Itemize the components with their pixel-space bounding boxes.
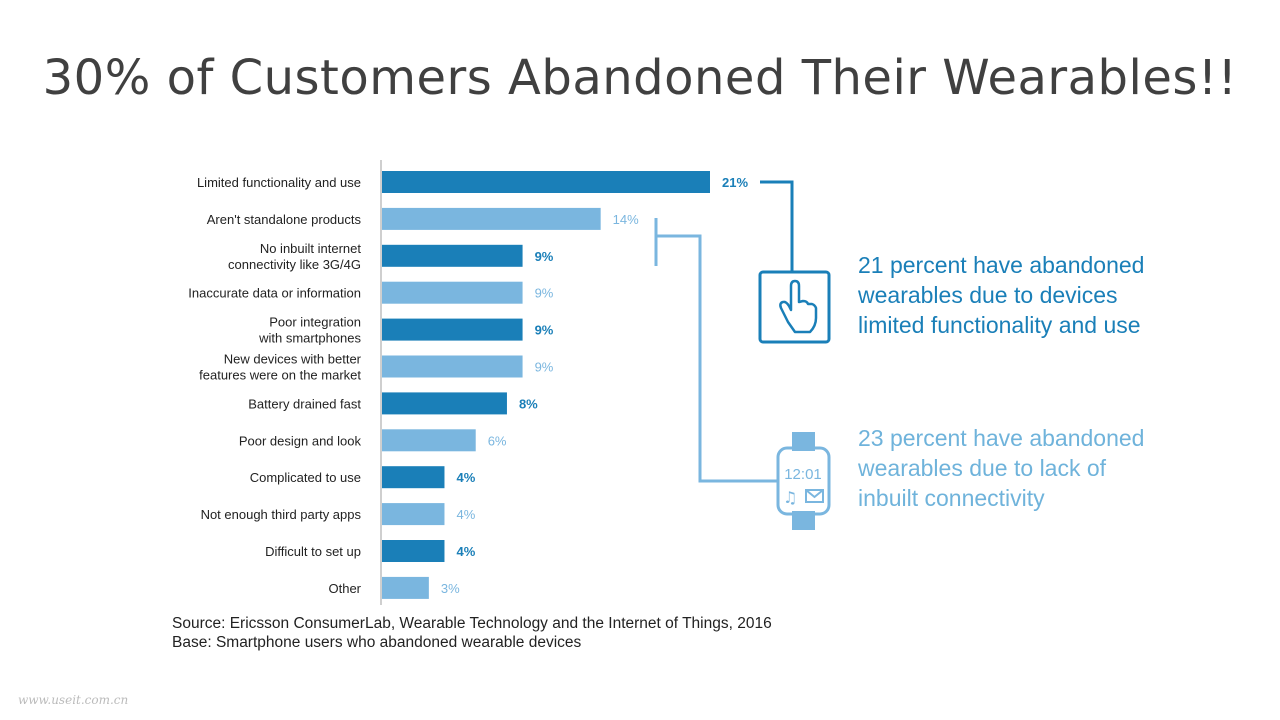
envelope-icon <box>805 489 824 503</box>
bar <box>382 281 523 304</box>
category-label: Other <box>328 581 361 596</box>
smartwatch-icon: 12:01 ♫ <box>776 432 831 530</box>
value-label: 6% <box>488 433 507 448</box>
bar <box>382 318 523 341</box>
bar <box>382 429 476 452</box>
bar <box>382 540 445 562</box>
category-label: Limited functionality and use <box>197 175 361 190</box>
category-label: Battery drained fast <box>248 396 361 411</box>
value-label: 9% <box>535 360 554 375</box>
bars-group: Limited functionality and use 21% Aren't s… <box>188 160 748 605</box>
hand-pointer-icon <box>758 270 831 344</box>
category-label: Poor design and look <box>239 433 362 448</box>
value-label: 21% <box>722 175 748 190</box>
slide-title: 30% of Customers Abandoned Their Wearabl… <box>42 50 1238 106</box>
base-line: Base: Smartphone users who abandoned wea… <box>172 634 582 651</box>
bar <box>382 207 601 230</box>
category-label: Not enough third party apps <box>201 507 362 522</box>
value-label: 3% <box>441 581 460 596</box>
value-label: 4% <box>456 507 475 522</box>
category-label: Inaccurate data or information <box>188 286 361 301</box>
category-label: Poor integration with smartphones <box>258 315 361 346</box>
connector-line-functionality <box>760 180 794 272</box>
watch-time: 12:01 <box>784 466 822 483</box>
connector-line-connectivity <box>654 218 778 483</box>
category-label: New devices with better features were on … <box>199 352 362 383</box>
value-label: 14% <box>613 212 639 227</box>
category-label: Aren't standalone products <box>207 212 362 227</box>
value-label: 4% <box>456 544 475 559</box>
bar <box>382 392 507 415</box>
category-label: Difficult to set up <box>265 544 361 559</box>
value-label: 9% <box>535 323 554 338</box>
value-label: 8% <box>519 396 538 411</box>
callout-functionality: 21 percent have abandoned wearables due … <box>858 252 1145 338</box>
bar <box>382 576 429 599</box>
value-label: 9% <box>535 286 554 301</box>
music-note-icon: ♫ <box>783 488 797 507</box>
bar <box>382 503 445 526</box>
source-note: Source: Ericsson ConsumerLab, Wearable T… <box>172 614 772 652</box>
category-label: Complicated to use <box>250 470 361 485</box>
category-label: No inbuilt internet connectivity like 3G/… <box>228 241 361 272</box>
callout-connectivity: 23 percent have abandoned wearables due … <box>858 425 1145 511</box>
value-label: 4% <box>456 470 475 485</box>
connector-lines <box>654 180 794 483</box>
bar <box>382 355 523 378</box>
source-line: Source: Ericsson ConsumerLab, Wearable T… <box>172 615 772 632</box>
bar <box>382 171 710 193</box>
bar <box>382 466 445 489</box>
value-label: 9% <box>535 249 554 264</box>
bar <box>382 244 523 267</box>
watermark: www.useit.com.cn <box>18 693 129 707</box>
